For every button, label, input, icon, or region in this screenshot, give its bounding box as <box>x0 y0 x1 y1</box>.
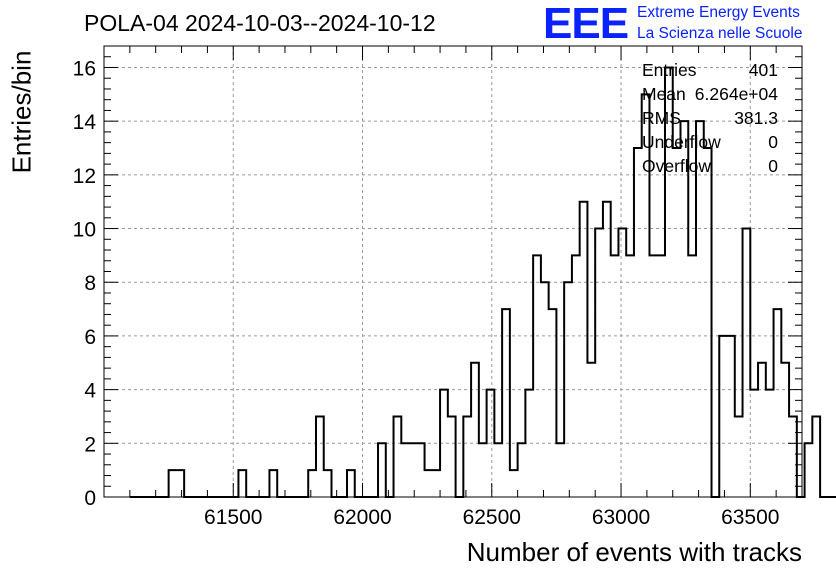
histogram-bin <box>238 470 246 497</box>
histogram-bin <box>518 443 526 497</box>
stats-box: Entries 401 Mean 6.264e+04 RMS 381.3 Und… <box>642 58 778 178</box>
chart-title: POLA-04 2024-10-03--2024-10-12 <box>84 10 436 36</box>
histogram-bin <box>735 416 743 497</box>
y-tick-label: 16 <box>73 57 96 80</box>
stat-underflow: Underflow 0 <box>642 130 778 154</box>
histogram-bin <box>494 443 502 497</box>
y-tick-label: 2 <box>84 433 96 456</box>
stat-entries: Entries 401 <box>642 58 778 82</box>
x-tick-label: 62000 <box>333 506 391 529</box>
histogram-bin <box>448 416 456 497</box>
histogram-bin <box>805 443 813 497</box>
histogram-bin <box>176 470 184 497</box>
eee-logo: EEE <box>543 0 629 48</box>
histogram-bin <box>626 255 634 497</box>
histogram-bin <box>502 309 510 497</box>
histogram-bin <box>549 309 557 497</box>
histogram-bin <box>324 470 332 497</box>
stat-overflow-label: Overflow <box>642 156 712 176</box>
y-tick-label: 10 <box>73 219 96 242</box>
stat-overflow-value: 0 <box>768 156 778 176</box>
x-tick-label: 63500 <box>721 506 779 529</box>
histogram-bin <box>727 336 735 497</box>
logo-line-2: La Scienza nelle Scuole <box>637 25 803 42</box>
y-tick-label: 6 <box>84 326 96 349</box>
histogram-bin <box>595 229 603 497</box>
histogram-bin <box>580 202 588 497</box>
stat-entries-value: 401 <box>748 60 778 80</box>
stat-mean: Mean 6.264e+04 <box>642 82 778 106</box>
histogram-bin <box>758 363 766 497</box>
stat-overflow: Overflow 0 <box>642 154 778 178</box>
histogram-bin <box>572 255 580 497</box>
histogram-bin <box>618 229 626 497</box>
grid-lines <box>104 46 802 497</box>
stat-rms-value: 381.3 <box>734 108 778 128</box>
histogram-bin <box>789 416 797 497</box>
histogram-bin <box>417 443 425 497</box>
x-tick-label: 62500 <box>463 506 521 529</box>
y-tick-label: 8 <box>84 272 96 295</box>
axis-ticks <box>103 45 803 498</box>
histogram-bin <box>657 255 665 497</box>
histogram-bin <box>556 443 564 497</box>
histogram-bin <box>479 443 487 497</box>
y-tick-label: 0 <box>84 487 96 510</box>
y-tick-label: 14 <box>73 111 97 134</box>
histogram-bin <box>649 255 657 497</box>
stat-mean-value: 6.264e+04 <box>694 84 778 104</box>
histogram-bin <box>774 309 782 497</box>
stat-underflow-label: Underflow <box>642 132 721 152</box>
x-tick-label: 61500 <box>204 506 262 529</box>
histogram-bin <box>471 363 479 497</box>
histogram-bin <box>269 470 277 497</box>
histogram-bin <box>688 255 696 497</box>
y-tick-label: 12 <box>73 165 96 188</box>
stat-mean-label: Mean <box>642 84 686 104</box>
histogram-bin <box>587 363 595 497</box>
histogram-bin <box>719 336 727 497</box>
stat-entries-label: Entries <box>642 60 697 80</box>
histogram-bin <box>378 443 386 497</box>
histogram-bin <box>316 416 324 497</box>
histogram-bin <box>347 470 355 497</box>
histogram-bin <box>169 470 177 497</box>
histogram-bin <box>401 443 409 497</box>
histogram-bin <box>673 148 681 497</box>
histogram-bin <box>781 363 789 497</box>
histogram-bin <box>394 416 402 497</box>
histogram-bin <box>603 202 611 497</box>
histogram-bin <box>634 148 642 497</box>
stat-rms: RMS 381.3 <box>642 106 778 130</box>
histogram-bin <box>425 470 433 497</box>
stat-underflow-value: 0 <box>768 132 778 152</box>
histogram-bin <box>409 443 417 497</box>
x-tick-label: 63000 <box>592 506 650 529</box>
x-axis-label: Number of events with tracks <box>466 537 802 567</box>
y-tick-label: 4 <box>84 380 96 403</box>
histogram-bin <box>308 470 316 497</box>
histogram-bin <box>463 416 471 497</box>
histogram-bin <box>533 255 541 497</box>
histogram-bin <box>704 148 712 497</box>
y-tick-labels: 0 2 4 6 8 10 12 14 16 <box>73 57 97 510</box>
histogram-bin <box>510 470 518 497</box>
histogram-bin <box>611 255 619 497</box>
stat-rms-label: RMS <box>642 108 681 128</box>
y-axis-label: Entries/bin <box>6 50 37 174</box>
histogram-bin <box>432 470 440 497</box>
histogram-bin <box>812 416 820 497</box>
histogram-bin <box>743 229 751 497</box>
x-tick-labels: 61500 62000 62500 63000 63500 <box>204 506 779 529</box>
logo-line-1: Extreme Energy Events <box>637 4 800 21</box>
